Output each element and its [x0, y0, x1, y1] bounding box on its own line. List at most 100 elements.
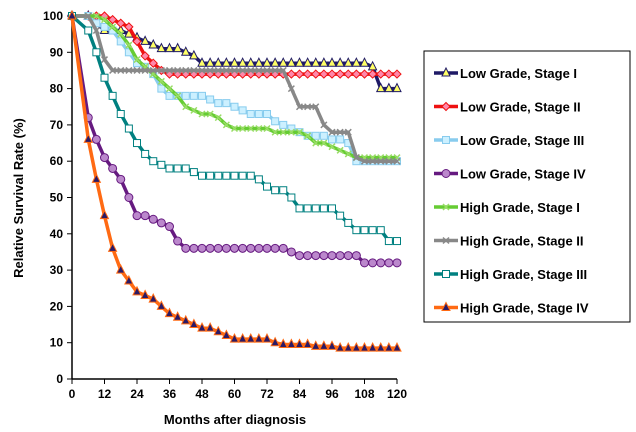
data-point	[271, 66, 279, 74]
data-point	[222, 121, 230, 129]
legend-label: Low Grade, Stage III	[460, 133, 584, 148]
data-point	[165, 222, 174, 232]
data-point	[239, 124, 247, 133]
chart-legend: Low Grade, Stage I Low Grade, Stage II Low…	[423, 50, 631, 323]
y-tick-label: 30	[50, 263, 64, 277]
data-point	[148, 58, 158, 68]
legend-marker	[442, 270, 450, 278]
data-point	[351, 342, 362, 352]
data-point	[295, 128, 304, 136]
data-point	[182, 66, 190, 74]
data-point	[262, 243, 272, 253]
data-point	[222, 99, 231, 108]
y-tick-label: 50	[50, 191, 64, 205]
data-point	[141, 149, 150, 158]
data-point	[335, 342, 345, 352]
data-point	[181, 164, 190, 173]
data-point	[384, 69, 394, 79]
x-tick-label: 120	[387, 387, 407, 401]
data-point	[189, 168, 198, 177]
data-point	[278, 57, 289, 67]
data-point	[286, 57, 297, 67]
data-point	[229, 332, 240, 343]
y-tick-label: 40	[50, 227, 64, 241]
data-point	[205, 322, 215, 332]
data-point	[367, 342, 378, 352]
legend-item-high-grade-stage-ii: High Grade, Stage II	[434, 234, 584, 249]
data-point	[359, 57, 370, 67]
legend-label: High Grade, Stage II	[460, 234, 584, 249]
chart-series-layer	[67, 9, 402, 352]
data-point	[328, 135, 336, 144]
data-point	[164, 42, 175, 53]
data-point	[84, 12, 92, 20]
data-point	[181, 243, 191, 253]
data-point	[263, 110, 271, 119]
data-point	[359, 342, 370, 352]
data-point	[245, 57, 256, 67]
data-point	[303, 204, 312, 213]
data-point	[392, 82, 402, 93]
data-point	[124, 22, 134, 32]
data-point	[319, 131, 328, 140]
data-point	[294, 57, 305, 67]
series-high-grade-stage-i	[68, 12, 401, 162]
data-point	[271, 128, 279, 136]
data-point	[279, 128, 287, 136]
data-point	[392, 69, 402, 79]
data-point	[156, 42, 167, 53]
data-point	[247, 124, 255, 133]
series-line	[72, 14, 397, 163]
data-point	[133, 66, 141, 74]
data-point	[254, 243, 264, 253]
data-point	[182, 103, 190, 111]
data-point	[213, 57, 224, 67]
data-point	[116, 110, 125, 119]
data-point	[206, 110, 214, 118]
data-point	[270, 243, 280, 253]
data-point	[254, 110, 263, 119]
series-line	[70, 15, 397, 350]
data-point	[100, 16, 109, 24]
legend-item-high-grade-stage-iv: High Grade, Stage IV	[434, 301, 589, 316]
data-point	[327, 69, 337, 79]
data-point	[384, 237, 393, 246]
data-point	[132, 36, 142, 47]
data-point	[328, 204, 336, 213]
legend-item-low-grade-stage-ii: Low Grade, Stage II	[434, 100, 581, 115]
data-point	[180, 314, 191, 325]
data-point	[172, 42, 183, 53]
data-point	[343, 57, 354, 67]
data-point	[214, 99, 223, 108]
data-point	[198, 91, 206, 100]
data-point	[174, 92, 182, 100]
data-point	[351, 251, 361, 261]
data-point	[262, 332, 272, 343]
data-point	[262, 57, 272, 67]
data-point	[221, 243, 231, 253]
data-point	[304, 132, 312, 140]
data-point	[181, 91, 190, 100]
data-point	[263, 124, 271, 133]
legend-marker	[442, 136, 450, 144]
data-point	[148, 38, 159, 49]
data-point	[222, 171, 231, 180]
y-tick-label: 0	[56, 372, 63, 386]
data-point	[157, 66, 165, 74]
data-point	[271, 117, 280, 126]
data-point	[157, 160, 166, 169]
data-point	[165, 164, 174, 173]
data-point	[83, 133, 94, 143]
legend-item-low-grade-stage-iv: Low Grade, Stage IV	[434, 167, 586, 182]
data-point	[279, 66, 287, 74]
legend-marker	[441, 301, 451, 311]
x-axis-title: Months after diagnosis	[164, 412, 306, 427]
data-point	[319, 69, 329, 79]
data-point	[213, 243, 223, 253]
data-point	[117, 30, 125, 38]
data-point	[311, 204, 320, 213]
data-point	[336, 146, 344, 154]
data-point	[254, 332, 264, 343]
data-point	[124, 193, 134, 202]
data-point	[109, 23, 117, 31]
